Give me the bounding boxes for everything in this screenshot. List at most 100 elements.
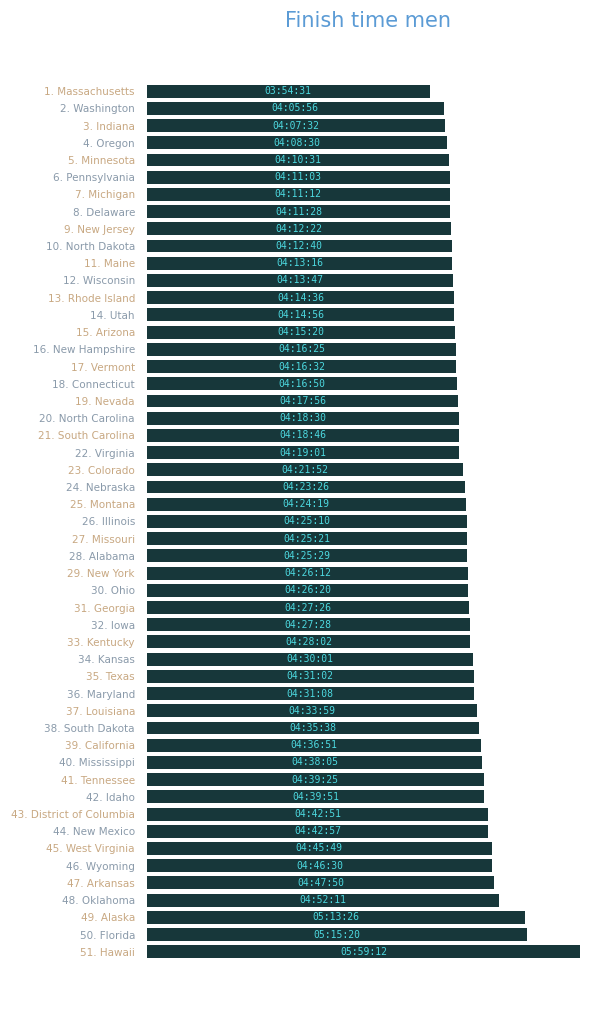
Text: 04:47:50: 04:47:50: [297, 878, 344, 888]
Text: 04:13:16: 04:13:16: [276, 258, 323, 268]
Bar: [147, 342, 456, 356]
Text: 04:18:30: 04:18:30: [279, 413, 326, 423]
Text: 04:07:32: 04:07:32: [272, 121, 320, 131]
Text: 04:36:51: 04:36:51: [290, 741, 337, 751]
Bar: [147, 807, 488, 821]
Text: 03:54:31: 03:54:31: [265, 86, 312, 96]
Text: 04:42:57: 04:42:57: [294, 827, 341, 837]
Bar: [147, 240, 452, 252]
Text: 04:26:20: 04:26:20: [284, 586, 331, 596]
Bar: [147, 223, 451, 235]
Text: 04:27:26: 04:27:26: [284, 603, 332, 613]
Bar: [147, 928, 527, 941]
Bar: [147, 842, 491, 855]
Bar: [147, 206, 450, 218]
Text: 04:14:36: 04:14:36: [277, 293, 324, 303]
Text: 04:17:56: 04:17:56: [279, 396, 326, 406]
Bar: [147, 687, 474, 700]
Title: Finish time men: Finish time men: [285, 11, 451, 31]
Bar: [147, 171, 450, 183]
Bar: [147, 738, 481, 752]
Text: 04:15:20: 04:15:20: [277, 327, 325, 337]
Text: 04:26:12: 04:26:12: [284, 568, 331, 578]
Bar: [147, 85, 430, 97]
Text: 04:08:30: 04:08:30: [273, 138, 320, 148]
Bar: [147, 618, 470, 631]
Bar: [147, 790, 484, 803]
Text: 04:14:56: 04:14:56: [277, 310, 324, 320]
Bar: [147, 446, 460, 459]
Text: 04:38:05: 04:38:05: [291, 758, 338, 768]
Text: 04:30:01: 04:30:01: [286, 654, 333, 665]
Bar: [147, 394, 458, 407]
Text: 04:31:08: 04:31:08: [287, 689, 334, 699]
Text: 04:24:19: 04:24:19: [283, 499, 330, 510]
Text: 04:18:46: 04:18:46: [280, 431, 326, 441]
Bar: [147, 635, 470, 648]
Bar: [147, 411, 459, 424]
Bar: [147, 721, 479, 734]
Bar: [147, 532, 467, 545]
Bar: [147, 893, 499, 907]
Text: 04:25:10: 04:25:10: [283, 517, 330, 527]
Bar: [147, 308, 454, 321]
Bar: [147, 825, 488, 838]
Text: 04:16:25: 04:16:25: [278, 344, 325, 355]
Text: 04:46:30: 04:46:30: [296, 861, 343, 871]
Bar: [147, 102, 443, 114]
Text: 04:52:11: 04:52:11: [299, 895, 347, 906]
Text: 05:15:20: 05:15:20: [314, 930, 361, 939]
Bar: [147, 583, 468, 597]
Bar: [147, 257, 452, 269]
Bar: [147, 515, 467, 528]
Bar: [147, 566, 468, 579]
Bar: [147, 773, 484, 786]
Text: 04:45:49: 04:45:49: [296, 844, 343, 854]
Text: 04:39:25: 04:39:25: [292, 775, 339, 785]
Bar: [147, 945, 580, 958]
Text: 04:12:40: 04:12:40: [276, 241, 323, 251]
Text: 04:05:56: 04:05:56: [272, 103, 319, 113]
Bar: [147, 463, 463, 476]
Bar: [147, 291, 454, 304]
Bar: [147, 325, 455, 338]
Bar: [147, 360, 457, 373]
Text: 04:11:12: 04:11:12: [275, 189, 322, 200]
Bar: [147, 274, 453, 287]
Text: 04:16:32: 04:16:32: [278, 362, 325, 372]
Bar: [147, 549, 467, 562]
Bar: [147, 137, 446, 149]
Bar: [147, 188, 450, 201]
Text: 04:25:29: 04:25:29: [283, 551, 331, 561]
Text: 04:27:28: 04:27:28: [284, 620, 332, 630]
Bar: [147, 480, 464, 493]
Text: 04:16:50: 04:16:50: [278, 379, 325, 389]
Text: 04:35:38: 04:35:38: [290, 723, 337, 733]
Text: 04:10:31: 04:10:31: [274, 155, 322, 165]
Text: 04:33:59: 04:33:59: [289, 706, 335, 716]
Text: 04:21:52: 04:21:52: [281, 465, 328, 475]
Bar: [147, 911, 525, 924]
Text: 04:11:03: 04:11:03: [275, 172, 322, 182]
Bar: [147, 670, 474, 683]
Text: 04:23:26: 04:23:26: [282, 482, 329, 492]
Bar: [147, 601, 469, 614]
Text: 04:11:28: 04:11:28: [275, 207, 322, 217]
Text: 04:42:51: 04:42:51: [294, 809, 341, 820]
Text: 04:31:02: 04:31:02: [287, 672, 334, 682]
Bar: [147, 154, 449, 166]
Bar: [147, 497, 466, 511]
Text: 04:25:21: 04:25:21: [283, 534, 331, 544]
Text: 05:59:12: 05:59:12: [340, 947, 387, 956]
Bar: [147, 859, 493, 872]
Bar: [147, 704, 478, 717]
Bar: [147, 120, 445, 132]
Bar: [147, 756, 482, 769]
Text: 04:19:01: 04:19:01: [280, 448, 326, 458]
Text: 04:13:47: 04:13:47: [277, 276, 323, 286]
Bar: [147, 377, 457, 390]
Text: 04:28:02: 04:28:02: [285, 637, 332, 647]
Bar: [147, 652, 473, 666]
Text: 05:13:26: 05:13:26: [313, 913, 359, 922]
Bar: [147, 428, 459, 442]
